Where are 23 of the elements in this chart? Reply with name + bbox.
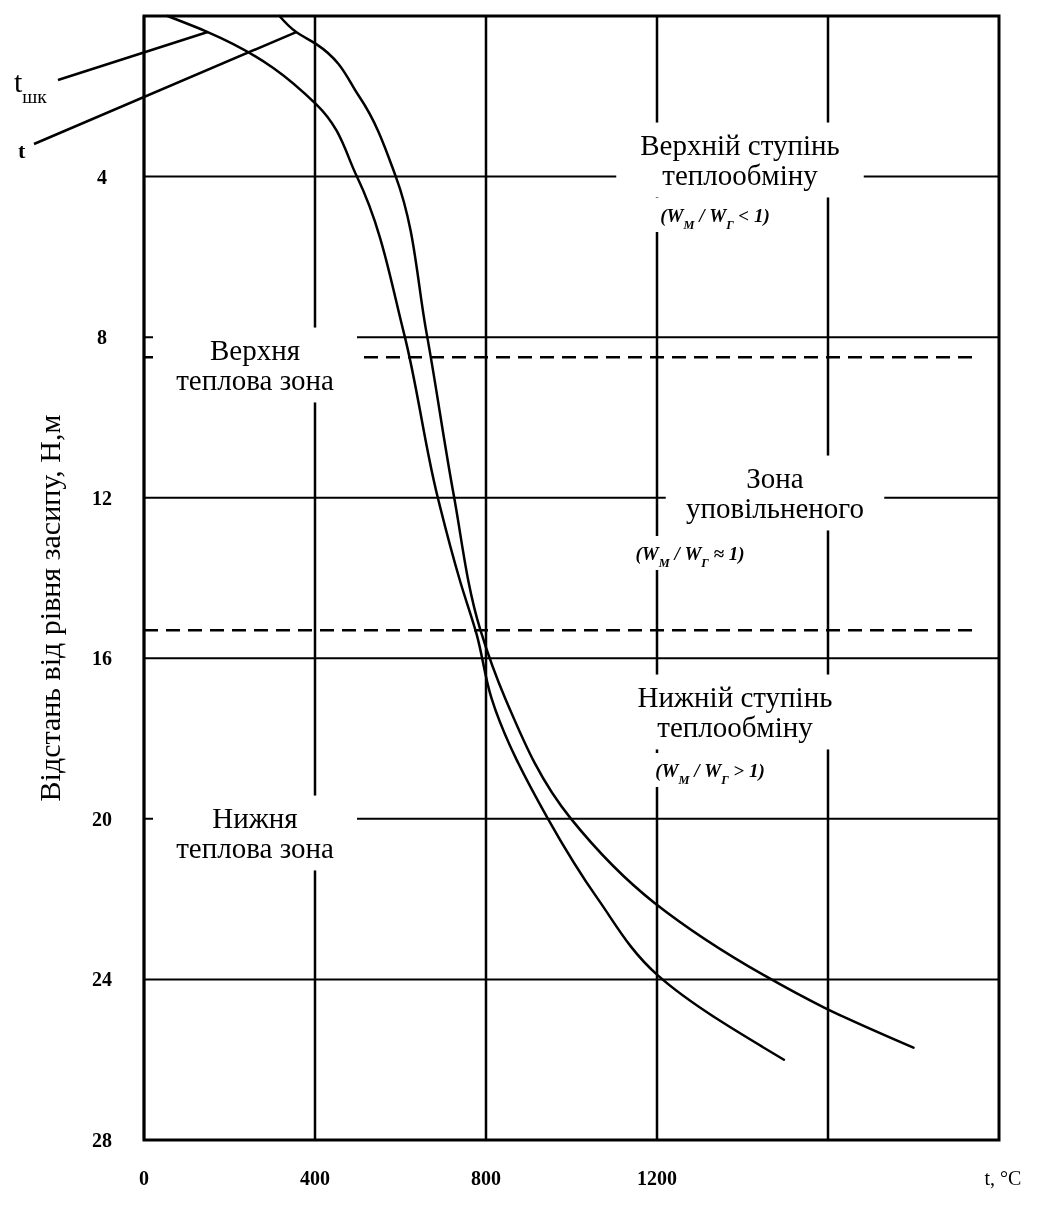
y-tick-label: 8 xyxy=(97,326,107,349)
annotation: (W$_{М}$ / W$_{Г}$ ≈ 1) xyxy=(635,542,745,570)
y-tick-label: 20 xyxy=(92,807,112,830)
text: t$_{шк}$ xyxy=(14,65,48,107)
x-axis-title: t, °C xyxy=(984,1167,1022,1189)
x-tick-label: 1200 xyxy=(637,1167,677,1189)
y-tick-label: 4 xyxy=(97,165,107,188)
y-tick-label: 28 xyxy=(92,1129,112,1151)
annotation: Нижня теплова зона xyxy=(176,801,334,865)
x-tick-label: 0 xyxy=(139,1167,149,1189)
annotation: Верхній ступінь теплообміну xyxy=(640,128,840,192)
annotation: Нижній ступінь теплообміну xyxy=(637,680,833,744)
y-axis-title: Відстань від рівня засипу, Н,м xyxy=(33,414,66,802)
annotation: (W$_{М}$ / W$_{Г}$ < 1) xyxy=(660,204,770,232)
x-tick-label: 400 xyxy=(300,1167,330,1189)
annotation: (W$_{М}$ / W$_{Г}$ > 1) xyxy=(655,759,765,787)
y-tick-label: 12 xyxy=(92,486,112,509)
y-tick-label: 16 xyxy=(92,647,112,670)
annotation: Зона уповільненого xyxy=(685,461,865,525)
text: t xyxy=(18,138,26,163)
y-tick-label: 24 xyxy=(92,968,112,991)
x-tick-label: 800 xyxy=(471,1167,501,1189)
annotation: Верхня теплова зона xyxy=(176,333,334,397)
